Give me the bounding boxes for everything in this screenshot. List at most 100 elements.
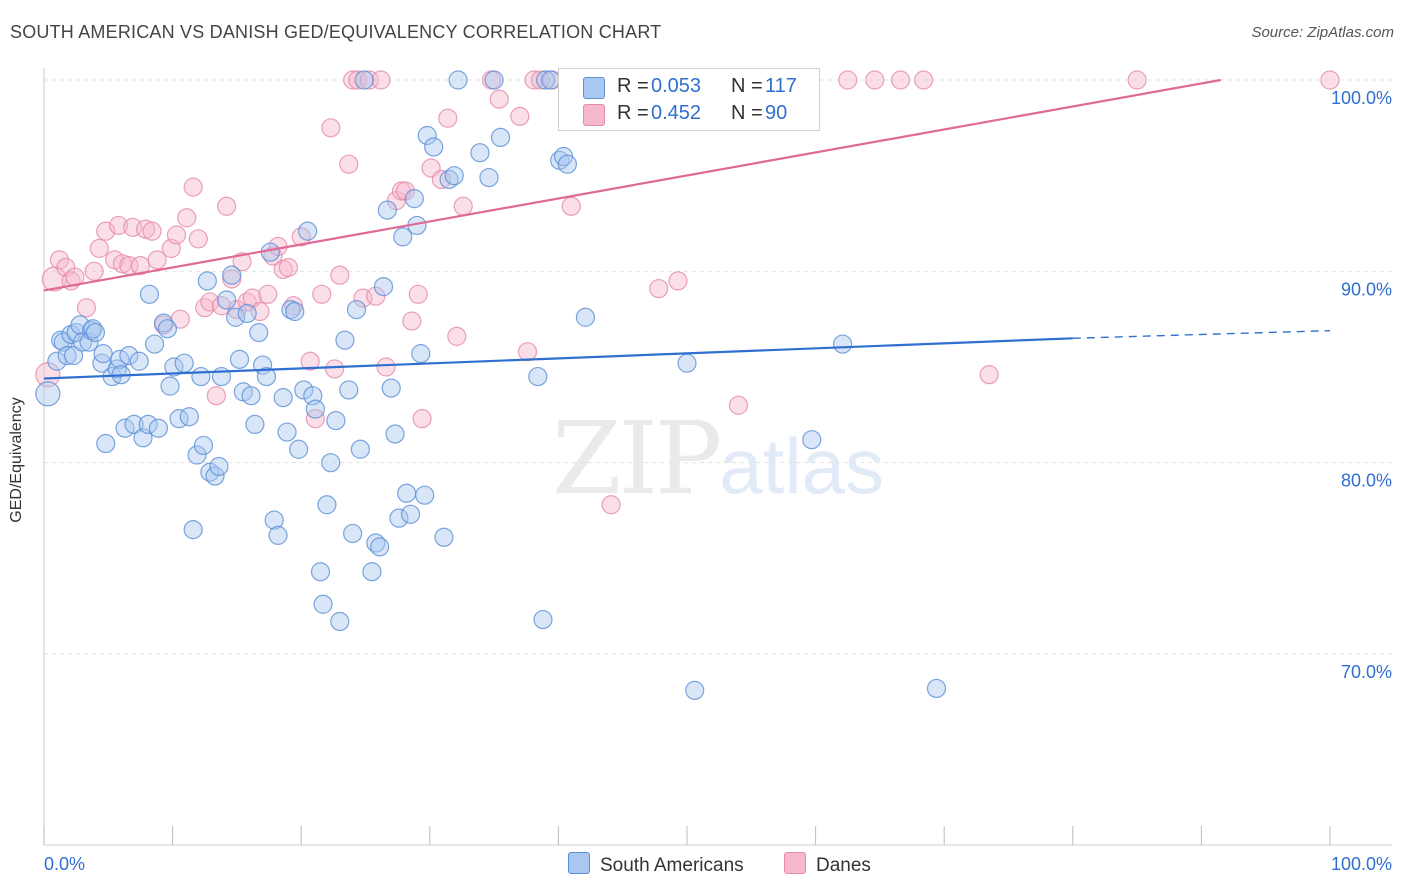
point-south-american [35, 381, 61, 407]
point-south-american [160, 376, 180, 396]
legend-label-danes: Danes [816, 855, 871, 876]
chart-title: SOUTH AMERICAN VS DANISH GED/EQUIVALENCY… [10, 22, 662, 42]
point-dane [510, 106, 530, 126]
point-south-american [139, 284, 160, 304]
x-tick-label: 100.0% [1331, 854, 1392, 874]
point-south-american [144, 334, 165, 354]
legend-r-value: 0.053 [651, 75, 702, 97]
point-south-american [313, 594, 333, 614]
point-dane [1127, 70, 1147, 90]
point-south-american [330, 611, 350, 632]
point-dane [366, 286, 386, 306]
point-south-american [183, 520, 203, 540]
point-south-american [677, 353, 697, 373]
point-dane [359, 70, 379, 90]
point-south-american [350, 439, 370, 459]
trendline-south-americans-extension [1072, 329, 1331, 339]
point-south-american [264, 510, 284, 530]
point-south-american [174, 353, 194, 373]
point-south-american [373, 277, 394, 297]
point-dane [408, 284, 428, 304]
point-south-american [685, 680, 705, 700]
point-south-american [241, 386, 261, 406]
point-dane [649, 278, 669, 299]
point-south-american [389, 508, 409, 528]
point-south-american [385, 424, 405, 444]
point-dane [890, 70, 911, 90]
point-dane [530, 70, 550, 90]
point-south-american [277, 422, 297, 442]
point-dane [402, 311, 422, 331]
legend-r-label: R = [617, 75, 649, 97]
point-south-american [366, 533, 386, 553]
point-dane [453, 196, 473, 216]
point-south-american [268, 525, 288, 545]
point-dane [376, 357, 396, 377]
point-dane [339, 154, 359, 174]
legend-n-label: N = [731, 102, 763, 124]
point-south-american [575, 307, 596, 327]
point-dane [195, 298, 215, 318]
point-south-american [273, 388, 293, 408]
point-dane [188, 229, 208, 249]
point-south-american [229, 349, 250, 369]
point-south-american [217, 290, 237, 310]
point-south-american [205, 466, 225, 486]
point-south-american [411, 344, 431, 364]
point-dane [211, 296, 232, 316]
point-dane [979, 365, 999, 385]
point-south-american [317, 495, 337, 515]
point-dane [227, 300, 247, 320]
point-south-american [289, 439, 309, 459]
point-south-american [93, 344, 113, 364]
point-south-american [222, 265, 242, 285]
legend-swatch-pink [784, 852, 806, 874]
point-dane [49, 250, 70, 270]
point-south-american [393, 227, 413, 247]
point-south-american [249, 322, 269, 343]
point-south-american [138, 414, 158, 434]
y-tick-label: 80.0% [1341, 471, 1392, 491]
point-dane [431, 169, 451, 190]
legend-swatch-pink [583, 104, 605, 126]
point-dane [258, 284, 278, 304]
point-south-american [541, 70, 561, 90]
point-dane [278, 257, 298, 278]
point-dane [237, 292, 257, 312]
point-south-american [310, 562, 331, 582]
point-south-american [124, 414, 144, 434]
point-south-american [346, 300, 367, 320]
point-south-american [326, 410, 346, 431]
point-south-american [417, 125, 437, 146]
point-dane [76, 298, 97, 318]
point-dane [865, 70, 885, 90]
point-dane [147, 250, 167, 270]
point-south-american [377, 200, 397, 220]
legend-label-south-americans: South Americans [600, 855, 744, 876]
point-south-american [370, 537, 390, 557]
point-dane [166, 225, 187, 245]
point-south-american [484, 70, 504, 90]
point-south-american [335, 330, 355, 350]
legend-swatch-blue [568, 852, 590, 874]
point-south-american [148, 418, 169, 438]
point-south-american [444, 166, 464, 186]
trendline-south-americans [43, 337, 1073, 380]
legend-swatch-blue [583, 77, 605, 99]
point-dane [130, 255, 151, 276]
point-dane [325, 359, 345, 379]
point-south-american [404, 189, 424, 209]
point-dane [84, 261, 104, 281]
point-dane [914, 70, 934, 90]
point-south-american [119, 345, 139, 366]
legend-series: South Americans Danes [0, 852, 1406, 878]
point-south-american [415, 485, 435, 505]
point-dane [412, 409, 432, 429]
point-south-american [321, 453, 341, 473]
point-south-american [298, 221, 318, 241]
point-dane [232, 252, 252, 272]
point-south-american [362, 562, 382, 582]
point-south-american [479, 167, 499, 188]
point-dane [371, 70, 391, 90]
point-south-american [448, 70, 468, 90]
